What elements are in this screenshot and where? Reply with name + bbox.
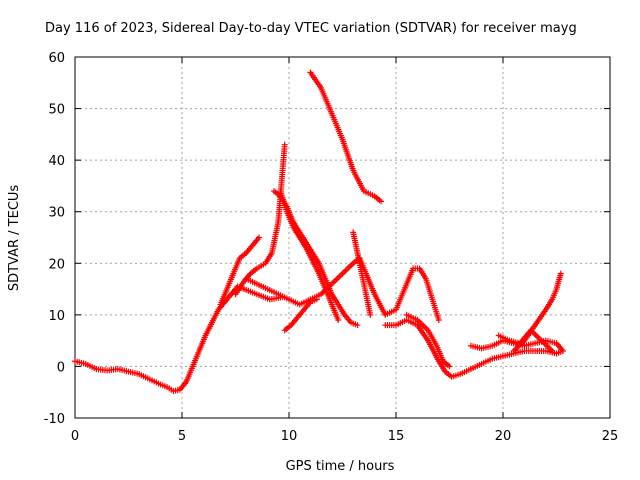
data-point (549, 347, 556, 354)
series-early-rise (217, 234, 263, 308)
x-tick-label: 5 (178, 429, 186, 444)
series-right-upper (403, 311, 453, 370)
data-point (354, 322, 361, 329)
y-tick-label: 50 (48, 103, 65, 118)
x-tick-label: 0 (71, 429, 79, 444)
data-point (557, 270, 564, 277)
series-rise-to-spike (232, 141, 288, 298)
data-point (335, 317, 342, 324)
data-point (559, 347, 566, 354)
grid (75, 57, 610, 418)
data-point (281, 141, 288, 148)
data-point (435, 317, 442, 324)
plot-frame (74, 56, 611, 419)
chart-title: Day 116 of 2023, Sidereal Day-to-day VTE… (45, 21, 577, 36)
data-point (446, 363, 453, 370)
data-point (313, 296, 320, 303)
x-tick-label: 10 (281, 429, 298, 444)
series-mid-bumps (243, 255, 442, 324)
series-spike-13 (350, 229, 374, 318)
y-tick-label: -10 (44, 412, 65, 427)
data-point (367, 311, 374, 318)
series-top-isolated (307, 69, 385, 205)
series-right-x (495, 327, 556, 354)
data-point (256, 234, 263, 241)
y-tick-label: 20 (48, 257, 65, 272)
y-tick-label: 10 (48, 309, 65, 324)
series-low-loop (281, 296, 320, 334)
x-axis-title: GPS time / hours (286, 459, 395, 474)
y-axis-title: SDTVAR / TECUs (7, 185, 22, 292)
x-tick-label: 15 (388, 429, 405, 444)
x-tick-label: 25 (602, 429, 619, 444)
y-tick-label: 30 (48, 206, 65, 221)
series-main (72, 283, 286, 395)
axis-ticks: 0 5 10 15 20 25 -10 0 10 20 30 40 50 60 (44, 51, 619, 444)
series-right-part (382, 317, 566, 380)
y-tick-label: 0 (57, 360, 65, 375)
data-point (378, 198, 385, 205)
x-tick-label: 20 (495, 429, 512, 444)
y-tick-label: 40 (48, 154, 65, 169)
data-marks (72, 69, 566, 395)
y-tick-label: 60 (48, 51, 65, 66)
